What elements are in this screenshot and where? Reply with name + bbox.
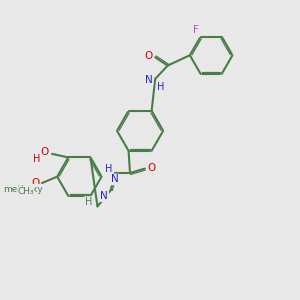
Text: H: H — [105, 164, 112, 174]
Text: H: H — [157, 82, 164, 92]
Text: F: F — [194, 25, 199, 34]
Text: CH₃: CH₃ — [17, 187, 34, 196]
Text: O: O — [40, 147, 49, 158]
Text: O: O — [145, 51, 153, 61]
Text: H: H — [85, 197, 92, 207]
Text: O: O — [32, 178, 40, 188]
Text: methoxy: methoxy — [4, 184, 43, 194]
Text: H: H — [33, 154, 40, 164]
Text: N: N — [145, 74, 153, 85]
Text: N: N — [100, 191, 108, 201]
Text: O: O — [147, 163, 155, 173]
Text: N: N — [111, 175, 119, 184]
